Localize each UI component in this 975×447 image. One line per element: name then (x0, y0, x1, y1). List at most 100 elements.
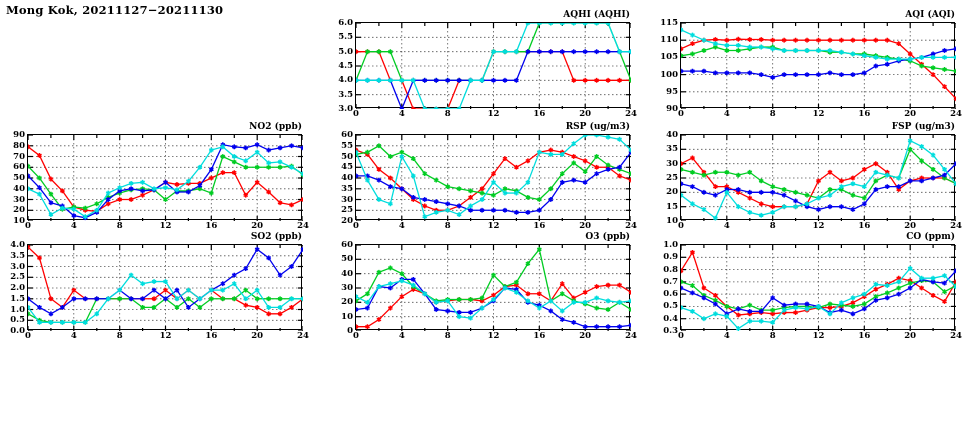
x-tick-label: 8 (769, 221, 776, 231)
y-tick-label: 25 (666, 173, 678, 183)
y-tick-label: 25 (341, 205, 353, 216)
x-tick-label: 20 (904, 221, 917, 231)
y-tick-label: 60 (341, 130, 353, 140)
x-tick-label: 20 (904, 331, 917, 341)
series-markers (681, 138, 956, 221)
x-tick-label: 0 (353, 109, 359, 119)
y-tick-label: 20 (341, 297, 353, 308)
x-tick-label: 20 (579, 109, 592, 119)
x-tick-label: 24 (625, 109, 637, 119)
series-rsp-2 (356, 149, 631, 215)
x-tick-label: 20 (579, 221, 592, 231)
y-tick-label: 30 (341, 283, 353, 293)
y-tick-label: 20 (341, 216, 353, 226)
y-tick-label: 40 (13, 183, 25, 194)
plot-canvas-rsp (356, 135, 631, 221)
y-tick-label: 4.0 (10, 240, 25, 250)
y-tick-label: 80 (13, 140, 25, 151)
x-tick-label: 16 (858, 331, 871, 341)
series-co-3 (681, 265, 956, 331)
y-tick-label: 50 (341, 254, 353, 265)
y-tick-label: 10 (666, 216, 678, 226)
y-tick-label: 35 (666, 144, 678, 155)
y-tick-label: 0.8 (663, 264, 678, 275)
y-tick-label: 0.5 (663, 301, 678, 312)
x-tick-label: 0 (25, 221, 31, 231)
series-markers (28, 144, 303, 220)
y-tick-label: 100 (660, 69, 678, 80)
x-tick-label: 0 (25, 331, 31, 341)
y-tick-label: 3.5 (338, 89, 353, 100)
x-tick-label: 8 (769, 331, 776, 341)
series-rsp-3 (356, 135, 631, 220)
x-tick-label: 4 (398, 109, 405, 119)
chart-panel-fsp: FSP (ug/m3) 10 15 20 25 30 35 40 0 4 8 12 16 20 24 (666, 122, 962, 231)
x-tick-label: 24 (950, 221, 962, 231)
chart-panel-aqi: AQI (AQI) 90 95 100 105 110 115 0 4 8 12 16 20 24 (660, 10, 962, 119)
y-tick-label: 3.0 (10, 261, 25, 272)
chart-title-so2: SO2 (ppb) (250, 232, 302, 242)
series-markers (356, 143, 631, 202)
x-tick-label: 20 (251, 331, 264, 341)
x-tick-label: 12 (159, 221, 172, 231)
y-tick-label: 0.0 (10, 326, 25, 336)
x-tick-label: 24 (950, 109, 962, 119)
x-tick-label: 16 (533, 109, 546, 119)
x-tick-label: 16 (858, 221, 871, 231)
chart-panel-rsp: RSP (ug/m3) 20 25 30 35 40 45 50 55 60 0 4 8 12 16 20 24 (341, 122, 637, 231)
x-tick-label: 8 (444, 221, 451, 231)
y-tick-label: 45 (341, 162, 353, 173)
y-tick-label: 0 (347, 326, 353, 336)
plot-area-so2: 0.0 0.5 1.0 1.5 2.0 2.5 3.0 3.5 4.0 0 4 8 12 16 20 24 (10, 240, 309, 341)
plot-canvas-aqi (681, 23, 956, 109)
series-aqhi-3 (356, 23, 631, 109)
x-tick-label: 4 (70, 331, 77, 341)
y-tick-label: 4.5 (338, 61, 353, 71)
y-tick-label: 1.5 (10, 293, 25, 304)
y-tick-label: 10 (341, 311, 353, 322)
y-tick-label: 20 (13, 205, 25, 216)
y-tick-label: 0.7 (663, 276, 678, 287)
x-tick-label: 16 (858, 109, 871, 119)
x-tick-label: 0 (678, 109, 684, 119)
x-tick-label: 12 (812, 109, 825, 119)
x-tick-label: 4 (723, 331, 730, 341)
y-tick-label: 90 (13, 130, 25, 140)
x-tick-label: 24 (625, 221, 637, 231)
x-tick-label: 0 (678, 331, 684, 341)
x-tick-label: 0 (678, 221, 684, 231)
y-tick-label: 15 (666, 201, 678, 212)
y-tick-label: 0.3 (663, 326, 678, 336)
series-o3-3 (356, 278, 631, 321)
y-tick-label: 30 (666, 158, 678, 169)
chart-title-no2: NO2 (ppb) (249, 122, 302, 132)
x-tick-label: 8 (444, 331, 451, 341)
x-tick-label: 12 (487, 221, 500, 231)
plot-canvas-co (681, 245, 956, 331)
x-tick-label: 20 (251, 221, 264, 231)
x-tick-label: 8 (116, 331, 123, 341)
y-tick-label: 50 (341, 151, 353, 162)
x-tick-label: 4 (398, 331, 405, 341)
plot-canvas-no2 (28, 135, 303, 221)
chart-panel-so2: SO2 (ppb) 0.0 0.5 1.0 1.5 2.0 2.5 3.0 3.5 4.0 0 4 8 1… (10, 232, 309, 341)
x-tick-label: 24 (297, 221, 309, 231)
y-tick-label: 3.0 (338, 104, 353, 114)
y-tick-label: 0.6 (663, 289, 678, 300)
chart-title-o3: O3 (ppb) (585, 232, 630, 242)
x-tick-label: 12 (812, 221, 825, 231)
y-tick-label: 115 (660, 18, 678, 28)
plot-area-aqhi: 3.0 3.5 4.0 4.5 5.0 5.5 6.0 0 4 8 12 16 20 24 (338, 18, 637, 119)
y-tick-label: 40 (341, 173, 353, 183)
x-tick-label: 8 (769, 109, 776, 119)
x-tick-label: 12 (487, 109, 500, 119)
y-tick-label: 5.5 (338, 32, 353, 43)
chart-title-fsp: FSP (ug/m3) (891, 122, 955, 132)
x-tick-label: 8 (444, 109, 451, 119)
x-tick-label: 12 (487, 331, 500, 341)
x-tick-label: 4 (723, 221, 730, 231)
y-tick-label: 2.5 (10, 272, 25, 283)
y-tick-label: 0.5 (10, 315, 25, 326)
chart-title-co: CO (ppm) (906, 232, 955, 242)
